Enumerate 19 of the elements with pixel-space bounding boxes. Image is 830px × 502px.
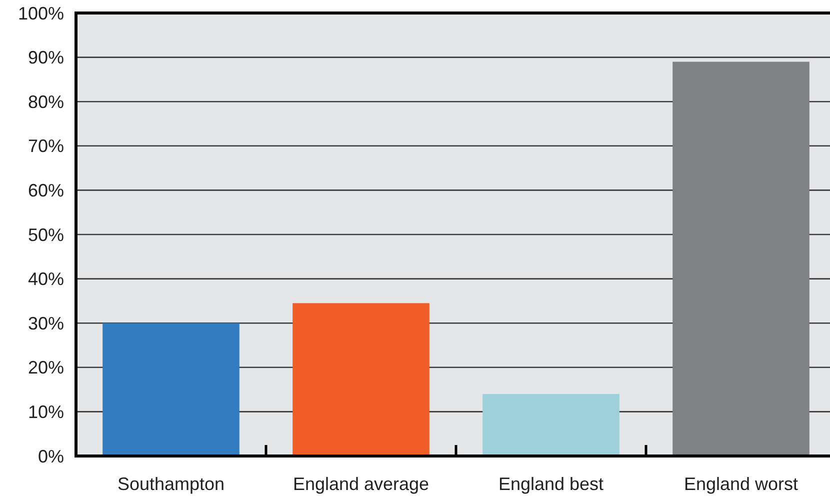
y-tick-label: 100% <box>18 3 64 24</box>
x-tick-label: England worst <box>684 474 798 494</box>
bar <box>672 62 810 456</box>
y-tick-label: 80% <box>28 92 64 112</box>
y-tick-label: 20% <box>28 358 64 378</box>
x-tick-label: England best <box>498 474 604 494</box>
x-tick-label: Southampton <box>117 474 225 494</box>
y-tick-label: 10% <box>28 402 64 422</box>
bar <box>482 394 620 456</box>
y-tick-label: 40% <box>28 269 64 290</box>
bar <box>102 323 240 456</box>
y-tick-label: 50% <box>28 224 64 245</box>
bar <box>292 303 430 456</box>
y-tick-label: 60% <box>28 180 64 200</box>
y-tick-label: 30% <box>28 313 64 334</box>
y-tick-label: 90% <box>28 48 64 68</box>
y-tick-label: 70% <box>28 136 64 156</box>
y-tick-label: 0% <box>38 446 64 466</box>
x-tick-label: England average <box>292 474 430 494</box>
